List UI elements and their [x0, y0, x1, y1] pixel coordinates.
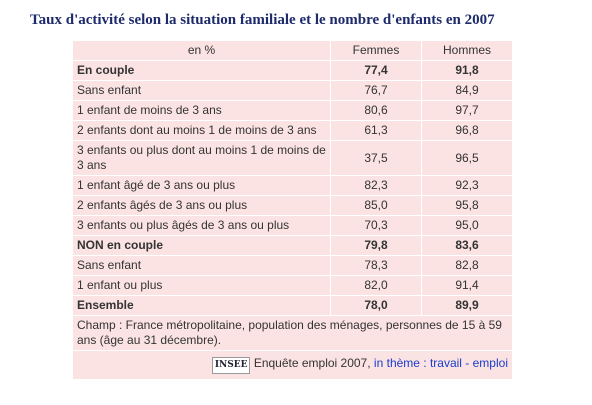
row-label: 3 enfants ou plus âgés de 3 ans ou plus [72, 215, 331, 236]
value-cell: 79,8 [330, 235, 422, 256]
table-body: En couple 77,4 91,8 Sans enfant 76,7 84,9 1 en… [72, 60, 513, 316]
source-link[interactable]: thème : travail - emploi [386, 356, 508, 370]
table-row: Sans enfant 78,3 82,8 [72, 255, 513, 276]
value-cell: 92,3 [421, 175, 513, 196]
header-row: en % Femmes Hommes [72, 40, 513, 61]
row-label: 2 enfants dont au moins 1 de moins de 3 … [72, 120, 331, 141]
source-link-prefix[interactable]: in [373, 356, 384, 370]
value-cell: 91,8 [421, 60, 513, 81]
logo: INSEE [211, 357, 251, 374]
row-label: 2 enfants âgés de 3 ans ou plus [72, 195, 331, 216]
value-cell: 82,3 [330, 175, 422, 196]
value-cell: 96,8 [421, 120, 513, 141]
note: Champ : France métropolitaine, populatio… [72, 315, 513, 351]
table-row: En couple 77,4 91,8 [72, 60, 513, 81]
row-label: 1 enfant ou plus [72, 275, 331, 296]
value-cell: 70,3 [330, 215, 422, 236]
table-row: 2 enfants dont au moins 1 de moins de 3 … [72, 120, 513, 141]
row-label: En couple [72, 60, 331, 81]
header-cell: Hommes [421, 40, 513, 61]
table-row: NON en couple 79,8 83,6 [72, 235, 513, 256]
table-row: Ensemble 78,0 89,9 [72, 295, 513, 316]
value-cell: 84,9 [421, 80, 513, 101]
row-label: 3 enfants ou plus dont au moins 1 de moi… [72, 140, 331, 176]
table-row: Sans enfant 76,7 84,9 [72, 80, 513, 101]
value-cell: 37,5 [330, 140, 422, 176]
source-text: Enquête emploi 2007, [253, 356, 371, 370]
value-cell: 78,3 [330, 255, 422, 276]
row-label: 1 enfant de moins de 3 ans [72, 100, 331, 121]
table-row: 3 enfants ou plus âgés de 3 ans ou plus 7… [72, 215, 513, 236]
source: INSEE Enquête emploi 2007, in thème : tr… [72, 350, 513, 380]
value-cell: 76,7 [330, 80, 422, 101]
value-cell: 96,5 [421, 140, 513, 176]
row-label: Ensemble [72, 295, 331, 316]
value-cell: 95,0 [421, 215, 513, 236]
table-row: 1 enfant ou plus 82,0 91,4 [72, 275, 513, 296]
row-label: NON en couple [72, 235, 331, 256]
source-row: INSEE Enquête emploi 2007, in thème : tr… [72, 350, 513, 380]
value-cell: 89,9 [421, 295, 513, 316]
data-table: en % Femmes Hommes En couple 77,4 91,8 Sans… [72, 40, 513, 380]
note-row: Champ : France métropolitaine, populatio… [72, 315, 513, 351]
row-label: Sans enfant [72, 80, 331, 101]
row-label: Sans enfant [72, 255, 331, 276]
table-header: en % Femmes Hommes [72, 40, 513, 61]
table-row: 2 enfants âgés de 3 ans ou plus 85,0 95,8 [72, 195, 513, 216]
value-cell: 85,0 [330, 195, 422, 216]
row-label: 1 enfant âgé de 3 ans ou plus [72, 175, 331, 196]
value-cell: 80,6 [330, 100, 422, 121]
value-cell: 61,3 [330, 120, 422, 141]
value-cell: 83,6 [421, 235, 513, 256]
table-row: 3 enfants ou plus dont au moins 1 de moi… [72, 140, 513, 176]
table-row: 1 enfant âgé de 3 ans ou plus 82,3 92,3 [72, 175, 513, 196]
header-cell: en % [72, 40, 331, 61]
table-row: 1 enfant de moins de 3 ans 80,6 97,7 [72, 100, 513, 121]
header-cell: Femmes [330, 40, 422, 61]
value-cell: 97,7 [421, 100, 513, 121]
value-cell: 91,4 [421, 275, 513, 296]
value-cell: 82,0 [330, 275, 422, 296]
title: Taux d'activité selon la situation famil… [30, 12, 495, 28]
value-cell: 82,8 [421, 255, 513, 276]
value-cell: 78,0 [330, 295, 422, 316]
table-footer: Champ : France métropolitaine, populatio… [72, 315, 513, 380]
value-cell: 95,8 [421, 195, 513, 216]
value-cell: 77,4 [330, 60, 422, 81]
